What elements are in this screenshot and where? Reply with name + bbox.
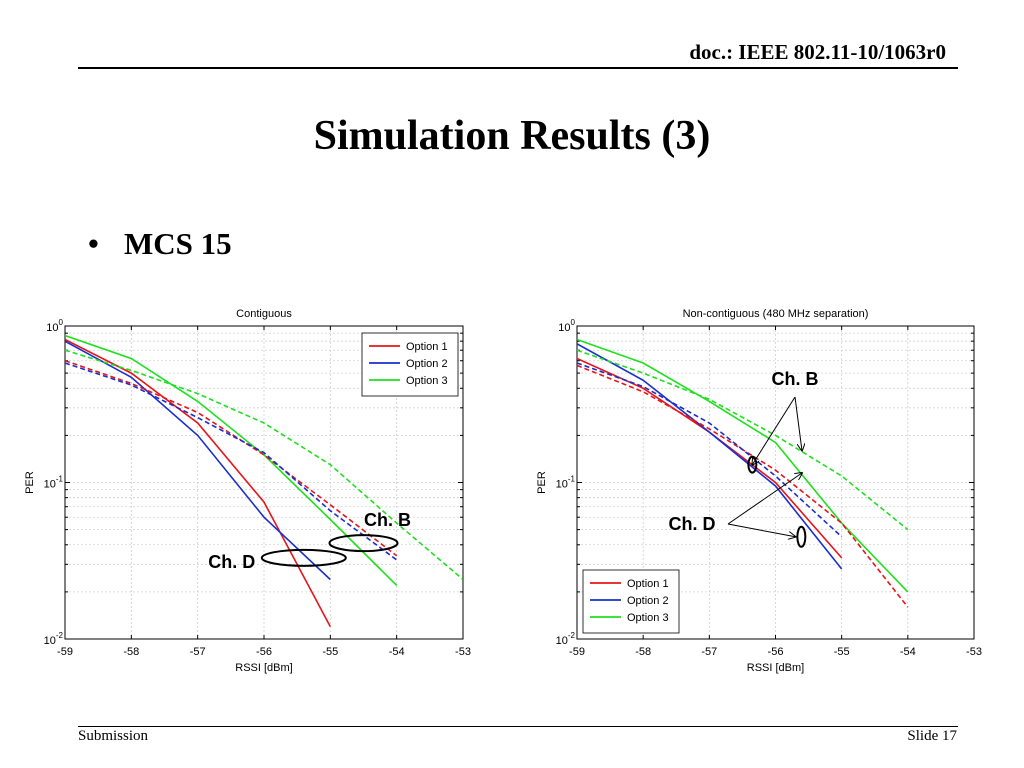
document-id: doc.: IEEE 802.11-10/1063r0 [689,40,946,64]
annotation-ellipse [796,525,807,548]
slide-title: Simulation Results (3) [313,113,711,159]
legend-label: Option 3 [627,612,669,624]
annotation-label: Ch. D [669,514,716,534]
bullet-item: • MCS 15 [88,226,232,262]
y-tick-label: 10-1 [556,475,576,491]
series-line-dashed-option2 [65,362,398,561]
annotation-label: Ch. D [208,552,255,572]
series-line-dashed-option3 [577,349,909,531]
series-line-option2 [65,340,331,581]
y-axis-label: PER [24,471,36,494]
y-tick-label: 10-2 [44,631,64,647]
x-tick-label: -53 [966,646,982,658]
annotation-ellipse [328,534,399,553]
annotation-label: Ch. B [364,510,411,530]
chart-title: Contiguous [236,308,292,320]
y-tick-label: 100 [558,318,575,334]
chart-1: -59 -58 -57 -56 -55 -54 -53 100 10-1 10-2 Contiguo… [24,308,471,674]
series-line-dashed-option3 [65,349,463,581]
chart-title: Non-contiguous (480 MHz separation) [683,308,869,320]
x-tick-label: -54 [389,646,405,658]
y-tick-label: 10-2 [556,631,576,647]
chart-2: -59 -58 -57 -56 -55 -54 -53 100 10-1 10-2 Non-cont… [536,308,982,674]
bullet-dot: • [88,226,99,261]
x-axis-label: RSSI [dBm] [747,662,804,674]
x-tick-label: -56 [768,646,784,658]
footer-submission: Submission [78,728,149,744]
series-line-dashed-option1 [65,359,398,557]
annotation-ellipse [747,455,758,474]
x-tick-label: -58 [123,646,139,658]
series-line-option1 [65,338,332,627]
x-tick-label: -56 [256,646,272,658]
x-tick-label: -54 [900,646,916,658]
series-line-option3 [65,334,398,586]
series-line-option3 [577,338,909,593]
header-rule [78,67,958,69]
y-tick-label: 10-1 [44,475,64,491]
y-axis-label: PER [536,471,548,494]
annotation-label: Ch. B [772,369,819,389]
annotation-arrow [727,523,795,537]
series-line-option2 [577,343,843,570]
legend-label: Option 3 [406,375,448,387]
legend-label: Option 2 [627,595,669,607]
x-tick-label: -58 [635,646,651,658]
annotations: Ch. B Ch. D Ch. B Ch. D [208,369,818,572]
x-tick-label: -53 [455,646,471,658]
footer-rule [78,726,958,727]
x-tick-label: -55 [834,646,850,658]
legend-label: Option 2 [406,358,448,370]
legend-box [361,332,459,397]
annotation-arrow [752,396,796,465]
legend: Option 1 Option 2 Option 3 [582,569,680,634]
x-tick-label: -59 [569,646,585,658]
x-axis-label: RSSI [dBm] [235,662,292,674]
legend-box [582,569,680,634]
x-tick-label: -57 [701,646,717,658]
x-tick-label: -55 [322,646,338,658]
annotation-arrow [794,396,802,451]
legend-label: Option 1 [627,578,669,590]
bullet-text: MCS 15 [124,226,232,261]
annotation-ellipse [260,548,347,567]
annotation-arrow [727,473,802,525]
x-tick-label: -57 [190,646,206,658]
slide-number: Slide 17 [907,728,957,744]
legend-label: Option 1 [406,341,448,353]
x-tick-label: -59 [57,646,73,658]
series-line-dashed-option2 [577,362,843,538]
y-tick-label: 100 [46,318,63,334]
legend: Option 1 Option 2 Option 3 [361,332,459,397]
